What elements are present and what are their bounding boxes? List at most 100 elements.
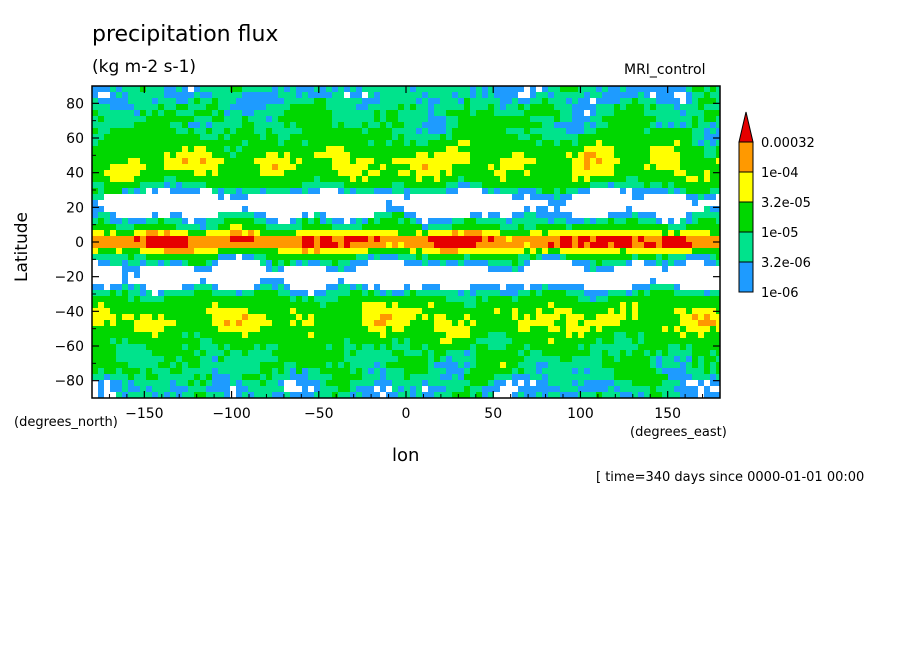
field-cell <box>620 122 626 128</box>
field-cell <box>500 338 506 344</box>
field-cell <box>164 254 170 260</box>
field-cell <box>476 386 482 392</box>
field-cell <box>158 380 164 386</box>
field-cell <box>296 128 302 134</box>
field-cell <box>500 380 506 386</box>
field-cell <box>206 92 212 98</box>
field-cell <box>710 332 716 338</box>
field-cell <box>242 290 248 296</box>
field-cell <box>350 230 356 236</box>
field-cell <box>416 338 422 344</box>
field-cell <box>128 248 134 254</box>
field-cell <box>266 158 272 164</box>
field-cell <box>194 122 200 128</box>
field-cell <box>710 224 716 230</box>
field-cell <box>572 332 578 338</box>
field-cell <box>494 122 500 128</box>
field-cell <box>296 176 302 182</box>
field-cell <box>608 212 614 218</box>
field-cell <box>650 326 656 332</box>
field-cell <box>236 320 242 326</box>
field-cell <box>140 248 146 254</box>
field-cell <box>194 98 200 104</box>
field-cell <box>350 164 356 170</box>
field-cell <box>524 140 530 146</box>
field-cell <box>356 152 362 158</box>
field-cell <box>188 260 194 266</box>
field-cell <box>272 188 278 194</box>
field-cell <box>368 314 374 320</box>
field-cell <box>668 110 674 116</box>
field-cell <box>530 338 536 344</box>
field-cell <box>674 290 680 296</box>
field-cell <box>260 350 266 356</box>
field-cell <box>668 122 674 128</box>
field-cell <box>614 248 620 254</box>
field-cell <box>572 188 578 194</box>
field-cell <box>368 188 374 194</box>
field-cell <box>320 326 326 332</box>
field-cell <box>182 296 188 302</box>
field-cell <box>290 92 296 98</box>
field-cell <box>668 302 674 308</box>
field-cell <box>158 314 164 320</box>
field-cell <box>704 218 710 224</box>
field-cell <box>614 326 620 332</box>
field-cell <box>500 170 506 176</box>
field-cell <box>614 308 620 314</box>
field-cell <box>110 308 116 314</box>
field-cell <box>284 332 290 338</box>
field-cell <box>458 290 464 296</box>
field-cell <box>92 104 98 110</box>
field-cell <box>482 332 488 338</box>
field-cell <box>386 188 392 194</box>
field-cell <box>254 224 260 230</box>
field-cell <box>410 320 416 326</box>
field-cell <box>260 182 266 188</box>
field-cell <box>122 344 128 350</box>
field-cell <box>692 200 698 206</box>
field-cell <box>644 98 650 104</box>
field-cell <box>494 104 500 110</box>
colorbar-box <box>738 201 754 233</box>
field-cell <box>500 314 506 320</box>
field-cell <box>92 134 98 140</box>
field-cell <box>566 176 572 182</box>
field-cell <box>428 236 434 242</box>
field-cell <box>428 164 434 170</box>
field-cell <box>680 152 686 158</box>
field-cell <box>266 350 272 356</box>
field-cell <box>632 110 638 116</box>
field-cell <box>530 224 536 230</box>
field-cell <box>218 374 224 380</box>
field-cell <box>110 128 116 134</box>
field-cell <box>242 122 248 128</box>
field-cell <box>602 386 608 392</box>
field-cell <box>470 386 476 392</box>
field-cell <box>644 230 650 236</box>
field-cell <box>308 218 314 224</box>
y-tick-label: 60 <box>66 131 84 147</box>
field-cell <box>518 284 524 290</box>
field-cell <box>572 218 578 224</box>
field-cell <box>116 320 122 326</box>
field-cell <box>152 218 158 224</box>
field-cell <box>314 308 320 314</box>
field-cell <box>122 356 128 362</box>
field-cell <box>596 362 602 368</box>
field-cell <box>422 326 428 332</box>
field-cell <box>368 164 374 170</box>
field-cell <box>548 146 554 152</box>
field-cell <box>284 188 290 194</box>
field-cell <box>128 266 134 272</box>
field-cell <box>560 212 566 218</box>
field-cell <box>662 362 668 368</box>
field-cell <box>500 146 506 152</box>
field-cell <box>248 374 254 380</box>
field-cell <box>560 224 566 230</box>
field-cell <box>716 128 720 134</box>
field-cell <box>452 386 458 392</box>
field-cell <box>584 338 590 344</box>
field-cell <box>446 230 452 236</box>
field-cell <box>332 122 338 128</box>
